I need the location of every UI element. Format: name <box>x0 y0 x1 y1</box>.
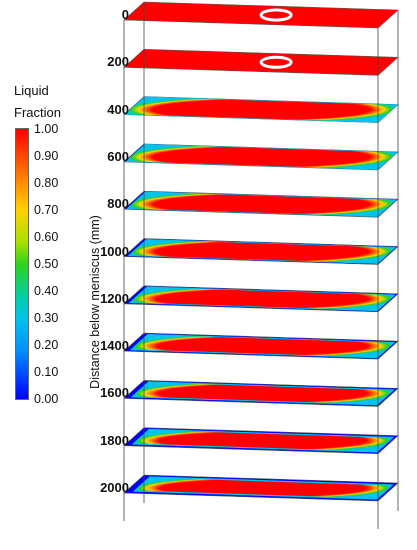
legend-tick-label: 0.80 <box>34 176 59 190</box>
slice <box>123 238 399 265</box>
nozzle-core <box>266 12 287 18</box>
legend-tick-label: 0.60 <box>34 230 59 244</box>
depth-label: 1400 <box>100 338 129 354</box>
slice <box>123 427 399 455</box>
depth-label: 200 <box>107 54 129 70</box>
nozzle-ring <box>259 8 293 22</box>
slice <box>123 143 399 171</box>
liquid-core <box>131 428 395 453</box>
legend-title: Liquid Fraction <box>14 80 94 124</box>
slice <box>123 96 399 123</box>
nozzle-core <box>266 59 287 66</box>
liquid-core <box>124 143 398 170</box>
legend-tick-label: 0.40 <box>34 284 59 298</box>
depth-label: 800 <box>107 196 129 212</box>
legend-tick-label: 0.10 <box>34 365 59 379</box>
depth-label: 1600 <box>100 385 129 401</box>
slice <box>123 48 399 76</box>
legend-tick-label: 0.70 <box>34 203 59 217</box>
depth-label: 0 <box>121 7 129 22</box>
color-scale-bar <box>15 128 29 400</box>
slice <box>123 190 399 218</box>
liquid-core <box>132 476 394 500</box>
liquid-core <box>128 286 396 312</box>
legend-tick-label: 0.00 <box>34 392 59 406</box>
legend-title-line-1: Liquid <box>14 83 49 98</box>
legend-tick-label: 0.20 <box>34 338 59 352</box>
liquid-core <box>124 96 399 123</box>
liquid-core <box>127 239 397 264</box>
depth-label: 2000 <box>100 480 129 495</box>
depth-label: 1200 <box>100 290 129 306</box>
slice <box>123 474 399 502</box>
depth-label: 1000 <box>100 243 129 259</box>
nozzle-ring <box>259 55 293 69</box>
slice <box>123 285 399 313</box>
legend-tick-label: 0.30 <box>34 311 59 325</box>
depth-label: 1800 <box>100 432 129 448</box>
depth-label: 400 <box>107 101 129 117</box>
legend-tick-label: 0.50 <box>34 257 59 271</box>
liquid-core <box>126 191 398 217</box>
slice <box>123 1 399 29</box>
depth-label: 600 <box>107 148 129 164</box>
liquid-core <box>130 381 395 406</box>
slice <box>123 332 399 360</box>
legend-title-line-2: Fraction <box>14 105 61 120</box>
legend-tick-label: 1.00 <box>34 122 59 136</box>
legend-tick-label: 0.90 <box>34 149 59 163</box>
slice <box>123 380 399 407</box>
liquid-core <box>129 333 396 359</box>
